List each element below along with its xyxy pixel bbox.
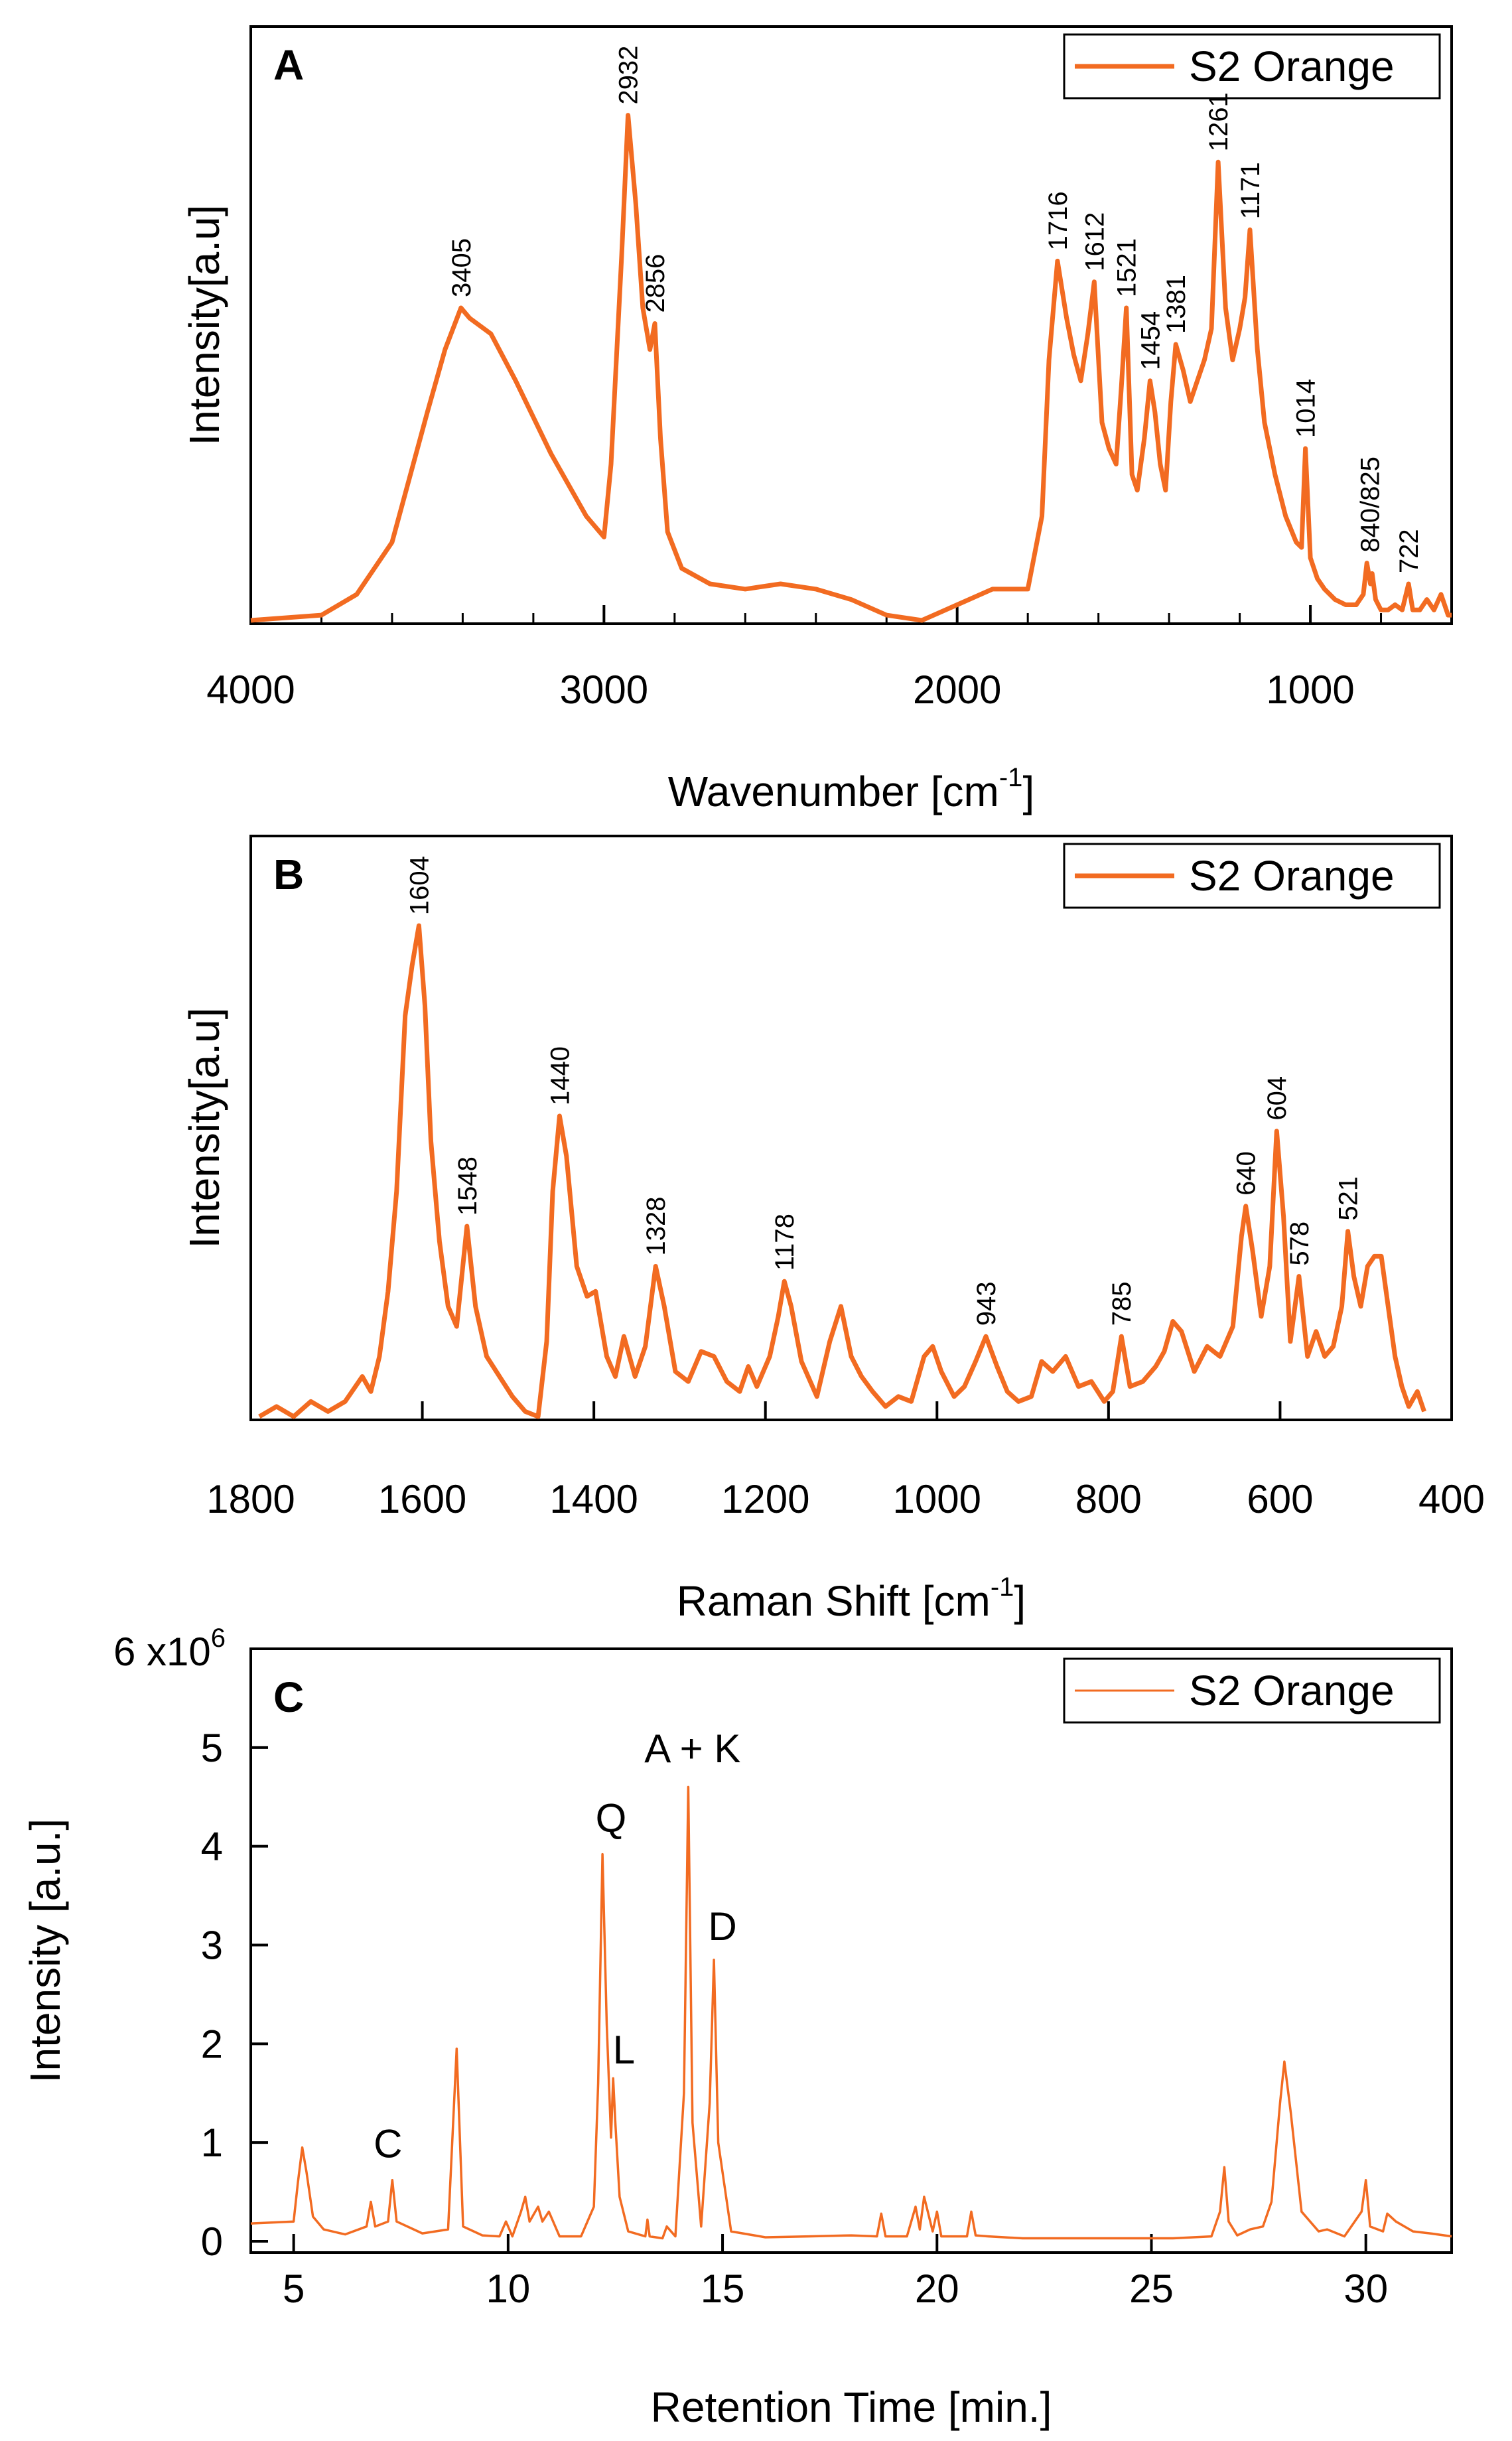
peak-label-1171: 1171 (1236, 162, 1265, 219)
x-tick-label-1200: 1200 (721, 1477, 809, 1521)
x-tick-label-10: 10 (486, 2267, 530, 2311)
panel-b-xlabel: Raman Shift [cm-1] (677, 1572, 1026, 1625)
y-tick-label-3: 3 (201, 1923, 223, 1968)
peak-label-1261: 1261 (1204, 92, 1233, 151)
panel-a-ylabel: Intensity[a.u] (180, 205, 228, 446)
panel-a-series-line (250, 113, 1452, 623)
peak-label-1454: 1454 (1136, 311, 1165, 370)
peak-label-1521: 1521 (1113, 238, 1142, 297)
panel-c-y-ticks: 0 1 2 3 4 5 (201, 1726, 268, 2264)
peak-label-840-825: 840/825 (1355, 456, 1385, 553)
peak-label-578: 578 (1285, 1221, 1314, 1266)
peak-label-3405: 3405 (447, 238, 476, 297)
panel-b-frame (249, 835, 1453, 1421)
panel-c-series-line (250, 1785, 1452, 2240)
panel-b-raman-chart: B S2 Orange Intensity[a.u] Raman Shift [… (180, 835, 1485, 1625)
y-tick-label-0: 0 (201, 2219, 223, 2264)
x-tick-label-5: 5 (283, 2267, 305, 2311)
peak-label-Q: Q (596, 1795, 627, 1840)
peak-label-521: 521 (1334, 1176, 1363, 1221)
panel-a-x-ticks: 4000 3000 2000 1000 (206, 605, 1383, 712)
x-tick-label-800: 800 (1075, 1477, 1142, 1521)
x-tick-label-4000: 4000 (206, 667, 295, 712)
panel-b-legend: S2 Orange (1063, 843, 1441, 909)
y-tick-label-5: 5 (201, 1726, 223, 1770)
peak-label-A-K: A + K (644, 1726, 740, 1771)
panel-c-legend: S2 Orange (1063, 1657, 1441, 1724)
panel-c-y-multiplier-sup: 6 (211, 1624, 226, 1653)
panel-b-peak-labels: 1604 1548 1440 1328 1178 943 785 640 604 578 521 (405, 856, 1363, 1326)
panel-a-xlabel-main: Wavenumber [cm (668, 768, 999, 815)
panel-b-x-ticks: 1800 1600 1400 1200 1000 800 600 400 (206, 1401, 1485, 1521)
peak-label-1548: 1548 (453, 1156, 482, 1216)
panel-b-ylabel: Intensity[a.u] (180, 1008, 228, 1249)
x-tick-label-1400: 1400 (549, 1477, 638, 1521)
panel-b-label: B (273, 851, 304, 898)
peak-label-1014: 1014 (1292, 379, 1321, 438)
peak-label-1604: 1604 (405, 856, 434, 915)
panel-b-xlabel-close: ] (1014, 1577, 1026, 1625)
panel-c-peak-labels: C Q L A + K D (374, 1726, 740, 2166)
peak-label-785: 785 (1107, 1281, 1136, 1326)
y-tick-label-4: 4 (201, 1825, 223, 1869)
peak-label-1612: 1612 (1080, 212, 1109, 271)
x-tick-label-1800: 1800 (206, 1477, 295, 1521)
panel-a-xlabel-sup: -1 (999, 763, 1023, 792)
panel-c-legend-label: S2 Orange (1189, 1667, 1395, 1714)
peak-label-1178: 1178 (770, 1214, 799, 1271)
x-tick-label-30: 30 (1343, 2267, 1388, 2311)
peak-label-640: 640 (1232, 1151, 1261, 1196)
x-tick-label-1000: 1000 (1266, 667, 1354, 712)
x-tick-label-3000: 3000 (560, 667, 648, 712)
peak-label-1328: 1328 (642, 1197, 671, 1256)
panel-c-chromatogram: C S2 Orange 6 x106 Intensity [a.u.] Rete… (21, 1624, 1453, 2431)
x-tick-label-600: 600 (1247, 1477, 1313, 1521)
panel-a-label: A (273, 41, 304, 89)
panel-c-frame (249, 1647, 1453, 2254)
panel-a-xlabel-close: ] (1022, 768, 1034, 815)
peak-label-1716: 1716 (1044, 191, 1073, 250)
panel-b-series-line (258, 923, 1426, 1419)
peak-label-1381: 1381 (1162, 275, 1191, 334)
panel-a-frame (249, 25, 1453, 625)
peak-label-L: L (613, 2028, 635, 2072)
panel-c-x-ticks: 5 10 15 20 25 30 (283, 2234, 1388, 2311)
peak-label-C: C (374, 2121, 402, 2166)
peak-label-943: 943 (972, 1281, 1001, 1326)
x-tick-label-15: 15 (701, 2267, 745, 2311)
x-tick-label-20: 20 (915, 2267, 959, 2311)
panel-a-xlabel: Wavenumber [cm-1] (668, 763, 1034, 815)
peak-label-2932: 2932 (614, 46, 644, 105)
y-tick-label-1: 1 (201, 2121, 223, 2165)
x-tick-label-25: 25 (1129, 2267, 1174, 2311)
x-tick-label-400: 400 (1418, 1477, 1485, 1521)
panel-b-legend-label: S2 Orange (1189, 852, 1395, 900)
peak-label-2856: 2856 (641, 254, 670, 313)
panel-a-legend: S2 Orange (1063, 33, 1441, 100)
panel-b-xlabel-main: Raman Shift [cm (677, 1577, 991, 1625)
x-tick-label-2000: 2000 (913, 667, 1001, 712)
panel-c-y-multiplier-main: 6 x10 (113, 1630, 211, 1674)
peak-label-D: D (708, 1904, 736, 1949)
panel-b-xlabel-sup: -1 (991, 1572, 1014, 1602)
peak-label-1440: 1440 (545, 1046, 575, 1105)
y-tick-label-2: 2 (201, 2022, 223, 2066)
peak-label-604: 604 (1263, 1076, 1292, 1121)
panel-c-y-multiplier: 6 x106 (113, 1624, 226, 1674)
x-tick-label-1000: 1000 (893, 1477, 981, 1521)
panel-c-ylabel: Intensity [a.u.] (21, 1819, 69, 2083)
peak-label-722: 722 (1395, 529, 1424, 573)
panel-c-label: C (273, 1673, 304, 1721)
panel-a-legend-label: S2 Orange (1189, 42, 1395, 90)
x-tick-label-1600: 1600 (378, 1477, 466, 1521)
panel-a-ftir-chart: A S2 Orange Intensity[a.u] Wavenumber [c… (180, 25, 1453, 815)
panel-c-xlabel: Retention Time [min.] (651, 2383, 1052, 2431)
